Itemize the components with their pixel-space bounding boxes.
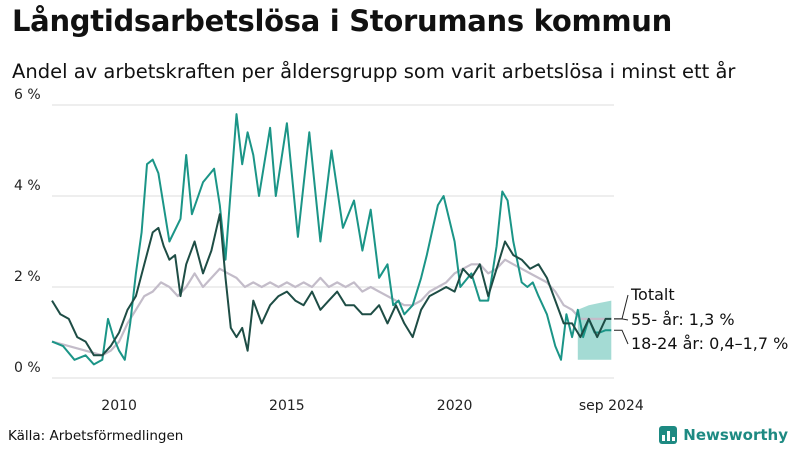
axis-labels: 0 % 2 % 4 % 6 % 2010 2015 2020 sep 2024 (14, 87, 644, 414)
brand-logo: Newsworthy (659, 426, 788, 444)
source-note: Källa: Arbetsförmedlingen (8, 428, 184, 444)
y-tick-label: 2 % (14, 269, 41, 285)
label-leader-s1824 (614, 329, 629, 345)
end-labels: Totalt 55- år: 1,3 % 18-24 år: 0,4–1,7 % (614, 285, 788, 353)
series-line-total (51, 258, 612, 357)
gridlines (52, 104, 614, 379)
x-tick-label: 2020 (437, 398, 473, 414)
series-line-s55 (51, 213, 612, 357)
x-tick-label: 2010 (101, 398, 137, 414)
series-layer (51, 113, 612, 366)
chart-subtitle: Andel av arbetskraften per åldersgrupp s… (12, 60, 736, 83)
bar-chart-icon (659, 426, 678, 444)
label-leader-s55 (614, 318, 629, 321)
series-line-s1824 (51, 113, 612, 366)
end-label-total: Totalt (630, 285, 675, 304)
y-tick-label: 0 % (14, 360, 41, 376)
y-tick-label: 4 % (14, 178, 41, 194)
y-tick-label: 6 % (14, 87, 41, 103)
chart-title: Långtidsarbetslösa i Storumans kommun (12, 4, 672, 38)
end-label-s55: 55- år: 1,3 % (631, 310, 735, 329)
label-leader-total (614, 294, 629, 320)
x-tick-label: sep 2024 (579, 398, 644, 414)
end-label-s1824: 18-24 år: 0,4–1,7 % (631, 334, 788, 353)
x-tick-label: 2015 (269, 398, 305, 414)
brand-name: Newsworthy (683, 426, 788, 444)
